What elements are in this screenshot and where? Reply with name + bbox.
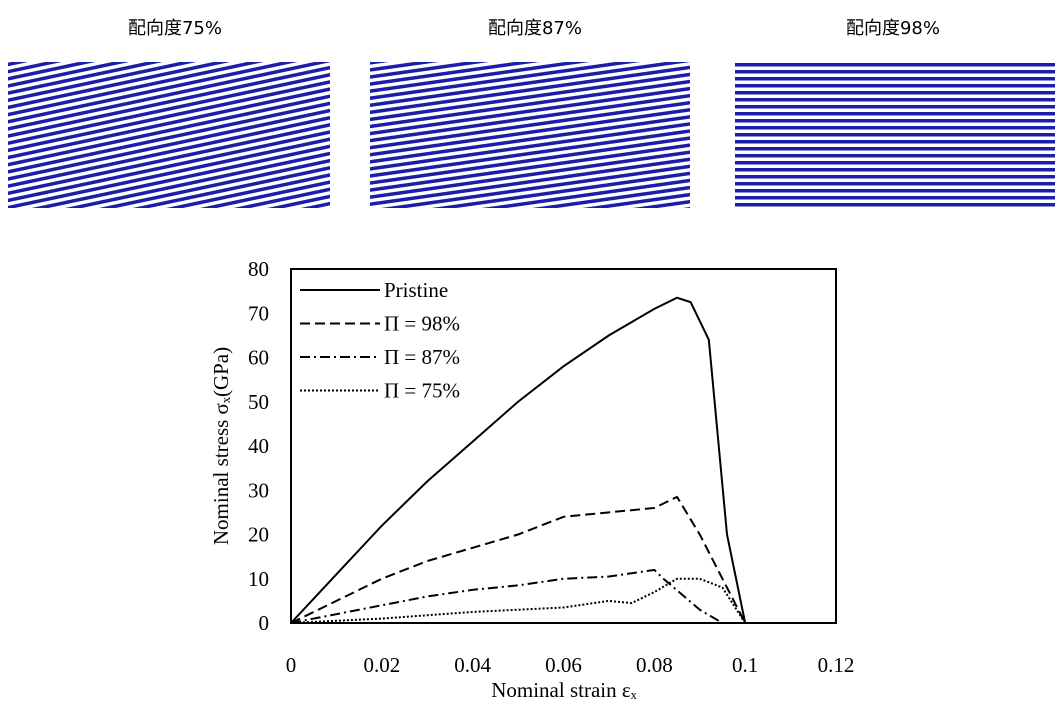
series-line [290, 495, 747, 624]
x-tick-label: 0.12 [818, 653, 855, 677]
structure-image [370, 62, 690, 208]
legend-label: Π = 75% [384, 379, 460, 403]
y-tick-label: 80 [248, 257, 269, 281]
plot-frame [290, 268, 837, 624]
y-tick-label: 0 [259, 611, 270, 635]
series-line [290, 568, 723, 624]
panel-title: 配向度98% [846, 18, 940, 39]
y-axis-label: Nominal stress σₓ(GPa) [209, 347, 233, 545]
legend-label: Π = 98% [384, 312, 460, 336]
panel-title: 配向度87% [488, 18, 582, 39]
structure-image [735, 62, 1055, 208]
x-tick-label: 0.1 [732, 653, 758, 677]
x-axis-label: Nominal strain εₓ [491, 678, 637, 702]
y-tick-label: 60 [248, 346, 269, 370]
x-tick-label: 0.04 [454, 653, 491, 677]
legend-label: Π = 87% [384, 345, 460, 369]
x-tick-label: 0.06 [545, 653, 582, 677]
panel-title: 配向度75% [128, 18, 222, 39]
legend-label: Pristine [384, 278, 448, 302]
x-tick-label: 0 [286, 653, 297, 677]
y-tick-label: 50 [248, 390, 269, 414]
x-tick-label: 0.08 [636, 653, 673, 677]
y-tick-label: 70 [248, 301, 269, 325]
series-line [290, 577, 747, 624]
y-tick-label: 40 [248, 434, 269, 458]
series-line [290, 296, 768, 624]
structure-image [8, 62, 330, 208]
x-tick-label: 0.02 [363, 653, 400, 677]
y-tick-label: 20 [248, 523, 269, 547]
y-tick-label: 10 [248, 567, 269, 591]
y-tick-label: 30 [248, 478, 269, 502]
